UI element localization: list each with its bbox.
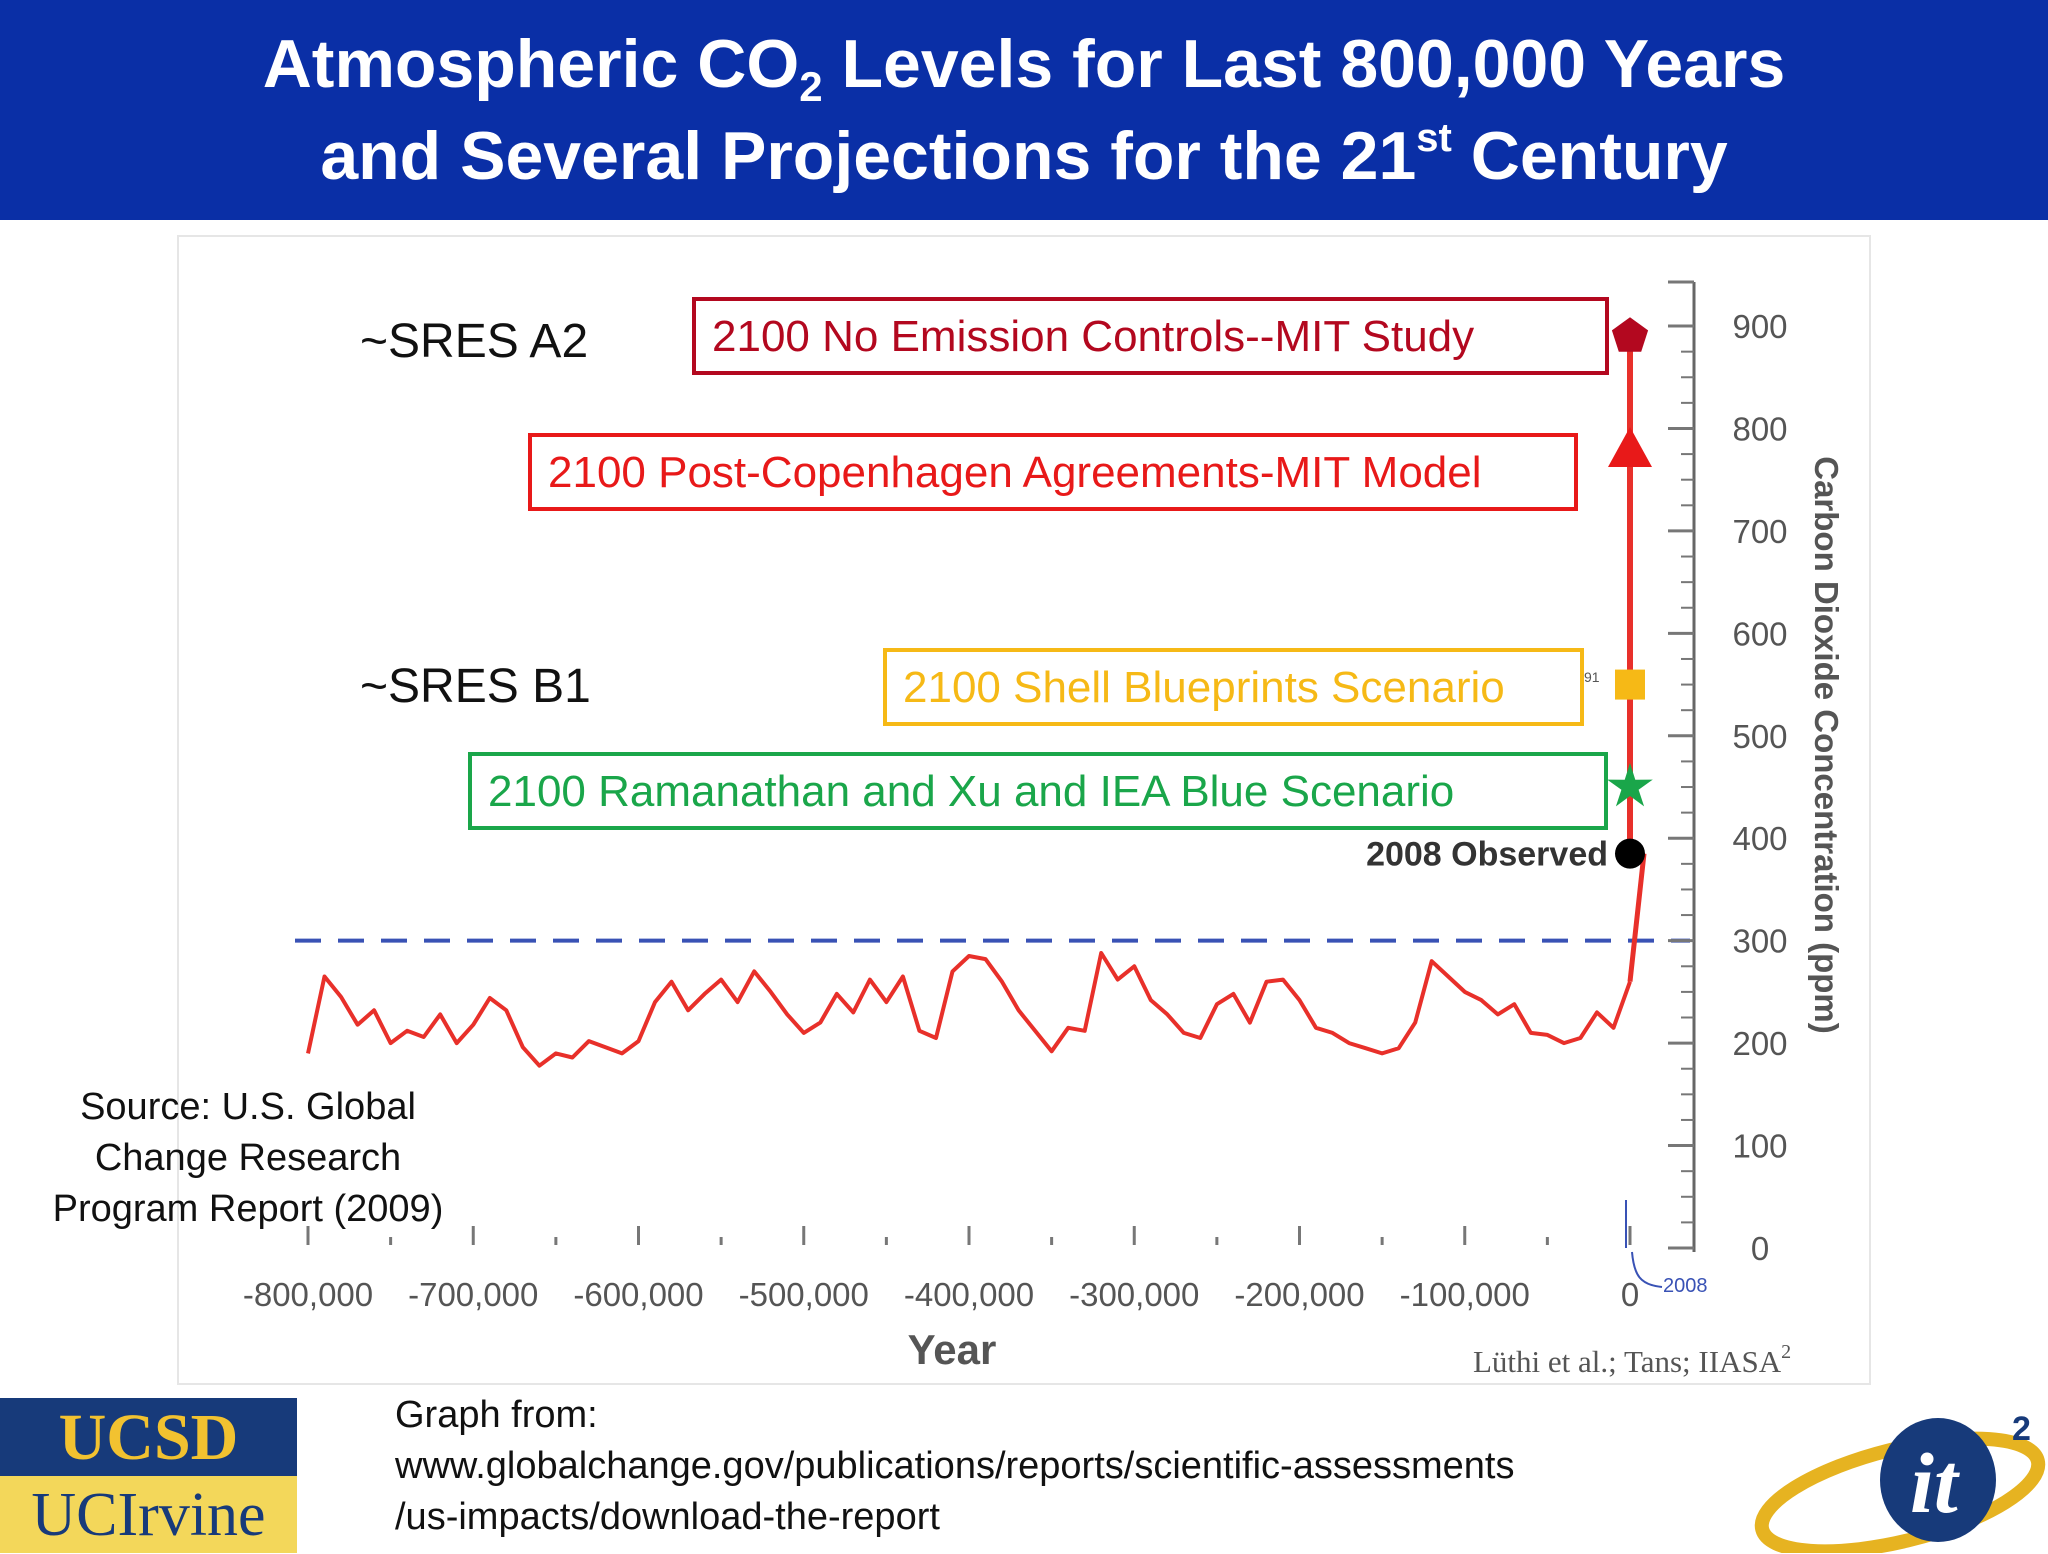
y-tick-label: 300 bbox=[1732, 923, 1787, 960]
sres-a2-label: ~SRES A2 bbox=[360, 315, 588, 368]
projection-label-box bbox=[883, 648, 1584, 726]
marker-circle bbox=[1615, 838, 1645, 869]
x-2008-pointer bbox=[1631, 1251, 1663, 1288]
it2-logo: it 2 bbox=[1754, 1410, 2046, 1553]
y-tick-label: 900 bbox=[1732, 308, 1787, 345]
it2-logo-superscript: 2 bbox=[2012, 1410, 2031, 1448]
x-tick-label: -800,000 bbox=[243, 1276, 373, 1313]
sres-b1-label: ~SRES B1 bbox=[360, 660, 591, 713]
x-axis-title: Year bbox=[908, 1326, 997, 1373]
title-line-2: and Several Projections for the 21st Cen… bbox=[0, 110, 2048, 202]
source-line-3: Program Report (2009) bbox=[52, 1188, 444, 1230]
x-tick-label: -200,000 bbox=[1234, 1276, 1364, 1313]
credit-label: Lüthi et al.; Tans; IIASA2 bbox=[1473, 1341, 1791, 1379]
graph-from-url-1[interactable]: www.globalchange.gov/publications/report… bbox=[395, 1445, 1515, 1487]
x-2008-label: 2008 bbox=[1663, 1275, 1708, 1297]
x-tick-label: -300,000 bbox=[1069, 1276, 1199, 1313]
projection-label: 2100 Post-Copenhagen Agreements-MIT Mode… bbox=[548, 448, 1482, 497]
y-tick-label: 700 bbox=[1732, 513, 1787, 550]
y-tick-label: 800 bbox=[1732, 410, 1787, 447]
graph-from-url-2[interactable]: /us-impacts/download-the-report bbox=[395, 1496, 940, 1538]
projection-label: 2100 No Emission Controls--MIT Study bbox=[712, 312, 1474, 361]
y-tick-label: 0 bbox=[1751, 1230, 1769, 1267]
co2-recent-rise bbox=[1627, 853, 1647, 982]
graph-from-line-1: Graph from: bbox=[395, 1394, 598, 1436]
co2-history-line bbox=[306, 951, 1632, 1068]
projection-label-box bbox=[528, 433, 1578, 511]
title-superscript: st bbox=[1416, 116, 1452, 160]
ucirvine-logo-text: UCIrvine bbox=[0, 1476, 297, 1553]
graph-from-note: Graph from: www.globalchange.gov/publica… bbox=[395, 1390, 1514, 1543]
title-line-2-tail: Century bbox=[1451, 118, 1728, 194]
axis-layer: 0 100 200 300 400 500 600 700 800 900 Carbon Dioxi… bbox=[243, 280, 1845, 1373]
marker-square bbox=[1615, 669, 1645, 700]
x-tick-label: -100,000 bbox=[1400, 1276, 1530, 1313]
projection-label: 2100 Shell Blueprints Scenario bbox=[903, 663, 1505, 712]
ucsd-logo-text: UCSD bbox=[0, 1398, 297, 1476]
marker-pentagon bbox=[1611, 317, 1649, 352]
x-tick-label: -600,000 bbox=[573, 1276, 703, 1313]
label-layer: ~SRES A2 ~SRES B1 91 Lüthi et al.; Tans;… bbox=[360, 315, 1791, 1379]
y-tick-label: 600 bbox=[1732, 615, 1787, 652]
plot-layer: 2008 Observed 2100 Ramanathan and Xu and … bbox=[295, 297, 1690, 1068]
source-note: Source: U.S. Global Change Research Prog… bbox=[28, 1082, 468, 1235]
x-tick-label: -700,000 bbox=[408, 1276, 538, 1313]
title-line-2-text: and Several Projections for the 21 bbox=[320, 118, 1417, 194]
it2-logo-text: it bbox=[1910, 1435, 1961, 1531]
y-tick-label: 500 bbox=[1732, 718, 1787, 755]
observed-label: 2008 Observed bbox=[1366, 836, 1608, 874]
credit-superscript: 2 bbox=[1781, 1341, 1791, 1363]
y-tick-label: 100 bbox=[1732, 1128, 1787, 1165]
x-tick-label: -500,000 bbox=[739, 1276, 869, 1313]
ucsd-ucirvine-logo: UCSD UCIrvine bbox=[0, 1398, 297, 1553]
title-line-1-tail: Levels for Last 800,000 Years bbox=[822, 26, 1786, 102]
title-bar: Atmospheric CO2 Levels for Last 800,000 … bbox=[0, 0, 2048, 220]
title-subscript: 2 bbox=[799, 63, 823, 110]
stray-text: 91 bbox=[1584, 669, 1600, 685]
projection-label-box bbox=[468, 752, 1608, 830]
projection-label: 2100 Ramanathan and Xu and IEA Blue Scen… bbox=[488, 767, 1454, 816]
title-line-1: Atmospheric CO2 Levels for Last 800,000 … bbox=[0, 18, 2048, 110]
projection-label-box bbox=[692, 297, 1609, 375]
y-axis-title: Carbon Dioxide Concentration (ppm) bbox=[1808, 456, 1845, 1034]
it2-logo-disc bbox=[1880, 1418, 1996, 1542]
marker-triangle bbox=[1608, 426, 1652, 467]
y-tick-label: 400 bbox=[1732, 820, 1787, 857]
y-tick-label: 200 bbox=[1732, 1025, 1787, 1062]
x-tick-label: -400,000 bbox=[904, 1276, 1034, 1313]
x-tick-label: 0 bbox=[1621, 1276, 1639, 1313]
marker-star bbox=[1607, 763, 1653, 807]
title-line-1-text: Atmospheric CO bbox=[262, 26, 800, 102]
credit-text: Lüthi et al.; Tans; IIASA bbox=[1473, 1344, 1782, 1379]
source-line-2: Change Research bbox=[94, 1137, 402, 1179]
source-line-1: Source: U.S. Global bbox=[80, 1086, 416, 1128]
